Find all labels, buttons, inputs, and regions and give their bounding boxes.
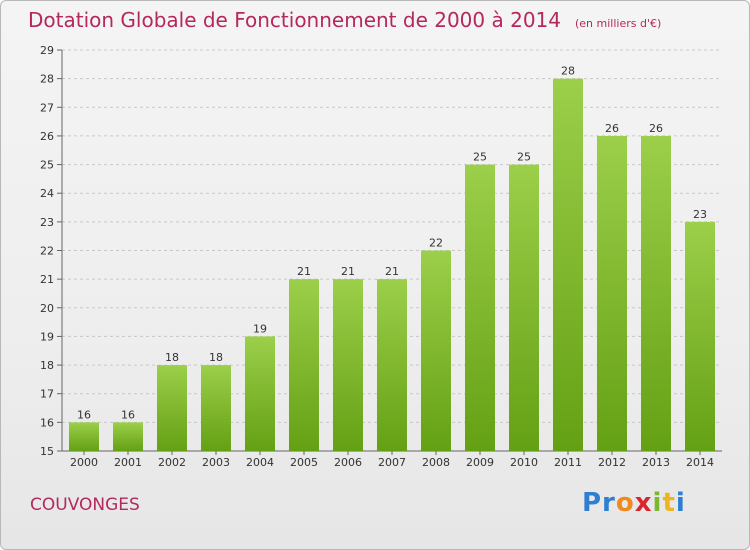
chart-unit: (en milliers d'€) [575,17,662,30]
y-tick-label: 21 [40,273,54,286]
bar-2013 [641,135,671,451]
bar-value-label: 21 [297,265,311,278]
bar-2001 [113,422,143,451]
x-tick-label: 2009 [466,456,494,469]
y-tick-label: 27 [40,101,54,114]
y-tick-label: 22 [40,245,54,258]
proxiti-logo: Proxiti [582,488,686,518]
y-tick-label: 28 [40,73,54,86]
x-tick-label: 2008 [422,456,450,469]
bar-2002 [157,365,187,451]
bar-2014 [685,221,715,451]
y-tick-label: 20 [40,302,54,315]
bar-value-label: 19 [253,322,267,335]
bar-2011 [553,78,583,452]
y-tick-label: 15 [40,445,54,458]
x-tick-label: 2004 [246,456,274,469]
bar-2004 [245,336,275,451]
bar-2008 [421,250,451,451]
bar-value-label: 21 [385,265,399,278]
x-tick-label: 2010 [510,456,538,469]
x-tick-label: 2002 [158,456,186,469]
y-tick-label: 19 [40,330,54,343]
x-tick-label: 2011 [554,456,582,469]
x-tick-label: 2013 [642,456,670,469]
bar-value-label: 25 [473,151,487,164]
chart-title-text: Dotation Globale de Fonctionnement de 20… [28,8,561,32]
bar-2012 [597,135,627,451]
x-tick-label: 2012 [598,456,626,469]
y-tick-label: 25 [40,159,54,172]
x-tick-label: 2001 [114,456,142,469]
bar-2000 [69,422,99,451]
y-tick-label: 18 [40,359,54,372]
x-tick-label: 2007 [378,456,406,469]
bar-2006 [333,279,363,451]
x-tick-label: 2006 [334,456,362,469]
bar-value-label: 23 [693,208,707,221]
y-tick-label: 24 [40,187,54,200]
bar-2005 [289,279,319,451]
y-tick-label: 23 [40,216,54,229]
bar-value-label: 25 [517,151,531,164]
place-name: COUVONGES [30,495,140,515]
bar-value-label: 16 [77,408,91,421]
y-tick-label: 29 [40,44,54,57]
y-tick-label: 26 [40,130,54,143]
bar-value-label: 22 [429,237,443,250]
y-tick-label: 17 [40,388,54,401]
x-tick-label: 2014 [686,456,714,469]
chart-title: Dotation Globale de Fonctionnement de 20… [28,8,661,32]
bar-value-label: 18 [209,351,223,364]
bar-2009 [465,164,495,452]
bar-2003 [201,365,231,451]
x-tick-label: 2000 [70,456,98,469]
bar-2010 [509,164,539,452]
bar-value-label: 26 [605,122,619,135]
bar-value-label: 21 [341,265,355,278]
bar-value-label: 18 [165,351,179,364]
x-tick-label: 2005 [290,456,318,469]
bar-value-label: 26 [649,122,663,135]
bar-2007 [377,279,407,451]
bar-value-label: 28 [561,65,575,78]
y-tick-label: 16 [40,416,54,429]
bar-value-label: 16 [121,408,135,421]
x-tick-label: 2003 [202,456,230,469]
